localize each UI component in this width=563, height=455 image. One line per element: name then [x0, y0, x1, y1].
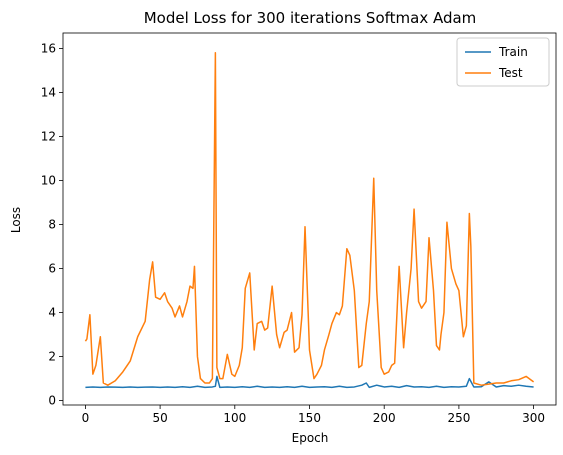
- y-tick-label: 14: [41, 85, 56, 99]
- y-tick-label: 0: [48, 394, 56, 408]
- chart-title: Model Loss for 300 iterations Softmax Ad…: [144, 9, 477, 27]
- series-line-train: [85, 375, 534, 389]
- series-line-test: [84, 52, 535, 386]
- x-tick-label: 100: [223, 411, 246, 425]
- y-tick-label: 4: [48, 306, 56, 320]
- y-tick-label: 12: [41, 129, 56, 143]
- y-tick-label: 8: [48, 218, 56, 232]
- x-tick-label: 250: [447, 411, 470, 425]
- x-tick-label: 0: [82, 411, 90, 425]
- x-tick-label: 300: [522, 411, 545, 425]
- y-tick-label: 10: [41, 173, 56, 187]
- y-axis-label: Loss: [9, 207, 23, 233]
- y-axis-ticks: 0 2 4 6 8 10 12 14 16: [41, 41, 63, 408]
- legend-box: [456, 37, 550, 87]
- plot-area: [62, 32, 557, 406]
- legend-label-test: Test: [498, 66, 523, 80]
- x-axis-ticks: 0 50 100 150 200 250 300: [82, 405, 545, 425]
- y-tick-label: 16: [41, 41, 56, 55]
- x-tick-label: 150: [298, 411, 321, 425]
- x-tick-label: 200: [373, 411, 396, 425]
- y-tick-label: 2: [48, 350, 56, 364]
- y-tick-label: 6: [48, 262, 56, 276]
- legend: Train Test: [456, 37, 550, 87]
- legend-label-train: Train: [498, 45, 528, 59]
- x-tick-label: 50: [152, 411, 167, 425]
- x-axis-label: Epoch: [292, 431, 329, 445]
